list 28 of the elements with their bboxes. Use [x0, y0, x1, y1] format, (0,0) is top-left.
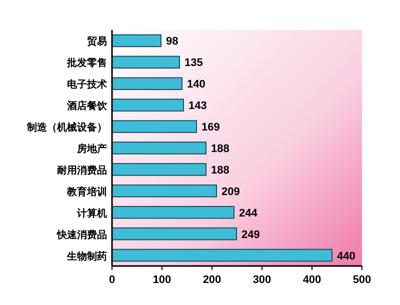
- x-tick-label: 0: [108, 274, 116, 286]
- y-tick-label: 教育培训: [66, 186, 107, 198]
- x-tick-label: 300: [252, 274, 272, 286]
- y-tick-label: 电子技术: [67, 78, 108, 91]
- y-tick-label: 耐用消费品: [57, 164, 107, 176]
- data-label: 244: [239, 207, 258, 220]
- x-tick-label: 200: [202, 274, 222, 286]
- data-label: 169: [202, 122, 220, 134]
- data-label: 440: [337, 250, 356, 262]
- x-tick-label: 100: [152, 274, 172, 286]
- y-tick-label: 计算机: [76, 207, 107, 220]
- y-tick-label: 房地产: [76, 143, 107, 155]
- y-tick-label: 制造（机械设备）: [26, 122, 107, 134]
- y-tick-label: 生物制药: [66, 250, 107, 262]
- y-tick-label: 批发零售: [66, 57, 107, 70]
- data-label: 188: [211, 164, 230, 176]
- x-tick-label: 400: [302, 274, 322, 286]
- data-label: 140: [187, 78, 206, 91]
- data-label: 188: [211, 143, 230, 155]
- y-tick-label: 贸易: [87, 36, 107, 48]
- data-label: 135: [184, 57, 203, 70]
- y-tick-label: 快速消费品: [56, 228, 107, 241]
- data-label: 249: [242, 228, 260, 241]
- y-tick-label: 酒店餐饮: [66, 100, 108, 112]
- data-label: 98: [166, 36, 178, 48]
- data-label: 209: [222, 186, 240, 198]
- data-label: 143: [188, 100, 207, 112]
- x-tick-label: 500: [352, 274, 372, 286]
